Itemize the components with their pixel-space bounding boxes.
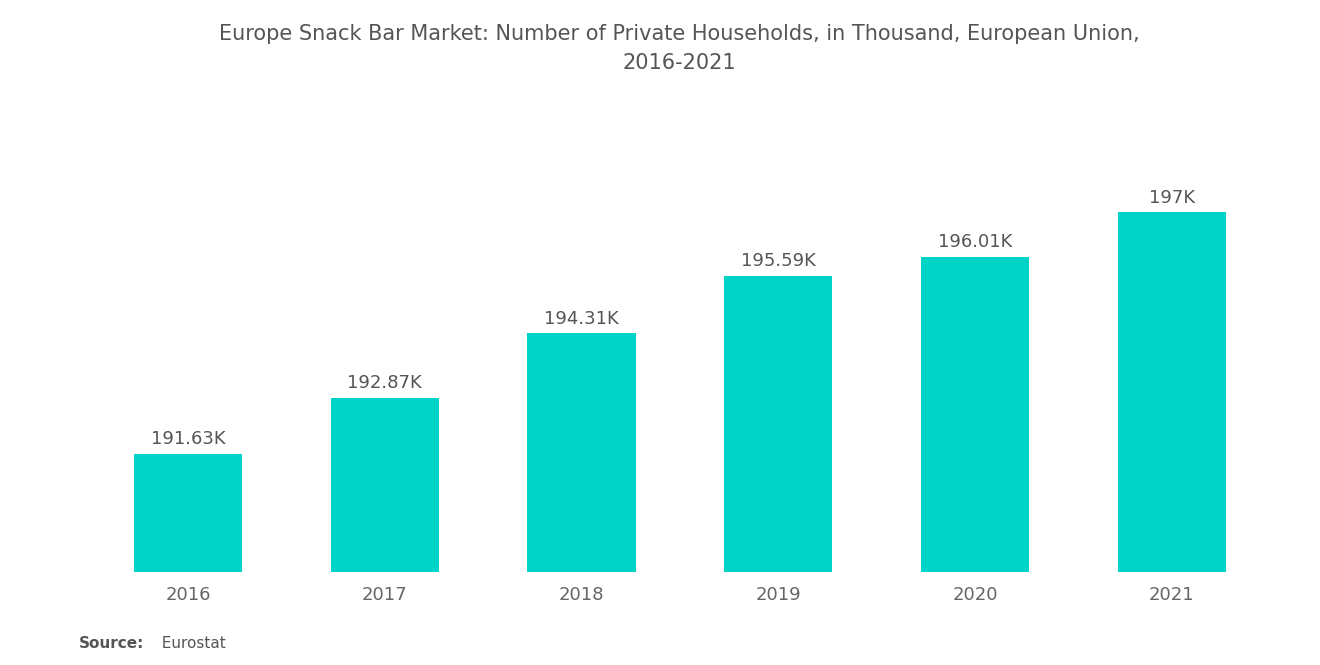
Text: 197K: 197K (1148, 189, 1195, 207)
Bar (330, 398, 438, 572)
Bar (527, 333, 635, 572)
Text: 192.87K: 192.87K (347, 374, 422, 392)
Bar (725, 275, 833, 572)
Bar (133, 454, 242, 572)
Text: Eurostat: Eurostat (152, 636, 226, 652)
Text: 191.63K: 191.63K (150, 430, 226, 448)
Text: 195.59K: 195.59K (741, 252, 816, 270)
Text: 196.01K: 196.01K (937, 233, 1012, 251)
Bar (1118, 212, 1226, 572)
Text: 194.31K: 194.31K (544, 310, 619, 328)
Text: Source:: Source: (79, 636, 145, 652)
Bar (921, 257, 1030, 572)
Title: Europe Snack Bar Market: Number of Private Households, in Thousand, European Uni: Europe Snack Bar Market: Number of Priva… (219, 23, 1140, 73)
